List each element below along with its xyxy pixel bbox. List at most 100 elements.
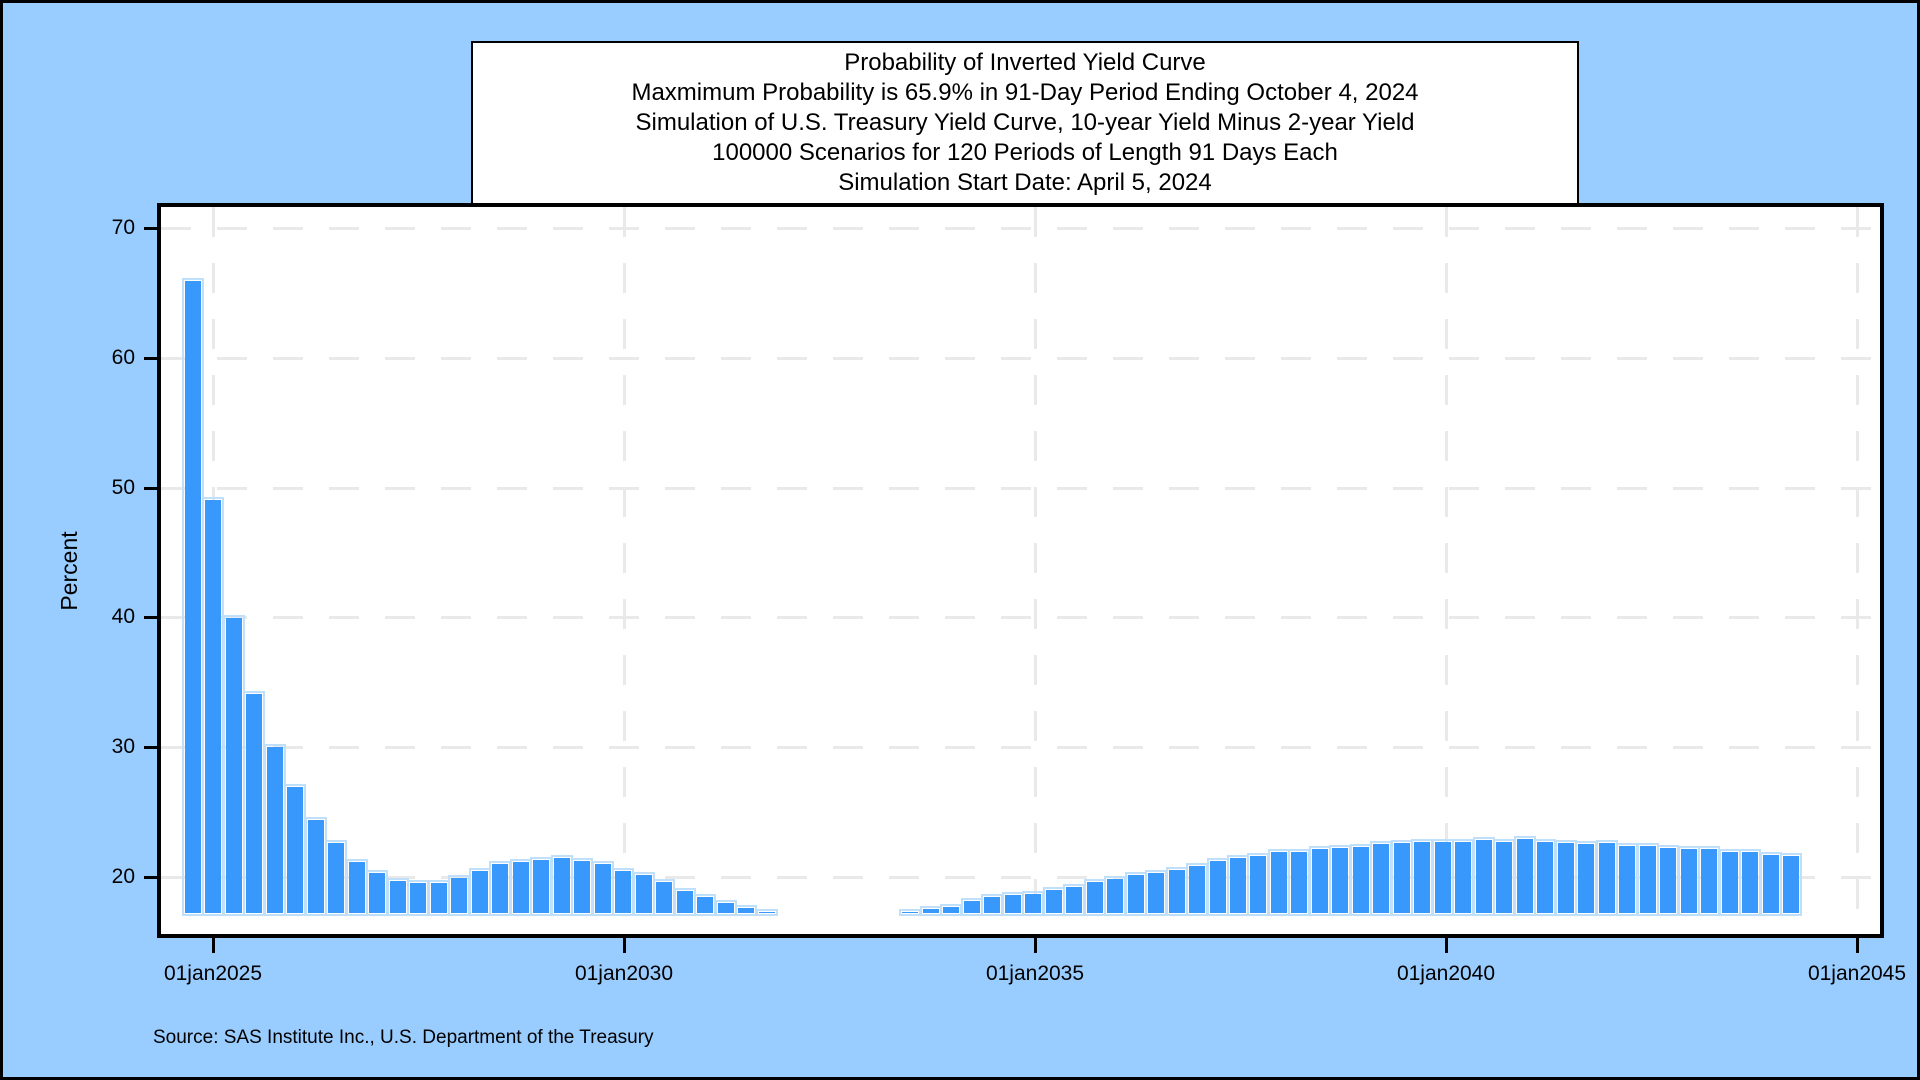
bar <box>715 900 737 916</box>
bar <box>1780 853 1802 916</box>
bar <box>633 872 655 916</box>
chart-subtitle-simulation: Simulation of U.S. Treasury Yield Curve,… <box>635 109 1415 136</box>
gridline-h-20 <box>161 876 1880 879</box>
x-tick-mark-2040 <box>1445 938 1448 953</box>
bar <box>428 880 450 916</box>
bar <box>1288 849 1310 916</box>
gridline-v-2045 <box>1856 207 1859 934</box>
chart-subtitle-start-date: Simulation Start Date: April 5, 2024 <box>838 169 1212 196</box>
bar <box>1698 846 1720 916</box>
bar <box>1760 852 1782 916</box>
bar <box>1575 841 1597 916</box>
y-tick-label-40: 40 <box>111 605 135 628</box>
bar <box>1637 843 1659 916</box>
bar <box>448 875 470 916</box>
x-tick-mark-2025 <box>212 938 215 953</box>
bar <box>202 497 224 916</box>
bar <box>489 861 511 916</box>
bar <box>1125 872 1147 916</box>
source-note: Source: SAS Institute Inc., U.S. Departm… <box>153 1027 654 1048</box>
bar <box>325 840 347 916</box>
bar <box>1227 855 1249 916</box>
bar <box>899 909 921 916</box>
chart-title: Probability of Inverted Yield Curve <box>844 49 1206 76</box>
y-tick-label-70: 70 <box>111 216 135 239</box>
bar <box>961 898 983 916</box>
bar <box>1370 841 1392 916</box>
gridline-h-50 <box>161 487 1880 490</box>
y-tick-mark-30 <box>144 746 158 749</box>
gridline-h-60 <box>161 357 1880 360</box>
bar <box>756 909 778 916</box>
x-tick-label-2035: 01jan2035 <box>985 962 1085 985</box>
bar <box>1719 849 1741 916</box>
bar <box>1514 836 1536 916</box>
chart-subtitle-scenarios: 100000 Scenarios for 120 Periods of Leng… <box>712 139 1338 166</box>
bar <box>1534 839 1556 916</box>
bar <box>284 784 306 916</box>
y-tick-mark-20 <box>144 876 158 879</box>
bar <box>981 894 1003 916</box>
bar <box>1166 867 1188 916</box>
bar <box>182 278 204 916</box>
bar <box>530 857 552 916</box>
bar <box>1391 840 1413 916</box>
bar <box>1432 839 1454 916</box>
y-tick-label-30: 30 <box>111 735 135 758</box>
bar <box>735 905 757 916</box>
bar <box>940 904 962 916</box>
bar <box>1329 845 1351 916</box>
bar <box>612 868 634 916</box>
x-tick-label-2045: 01jan2045 <box>1807 962 1907 985</box>
bar <box>592 861 614 916</box>
x-tick-label-2040: 01jan2040 <box>1396 962 1496 985</box>
bar <box>1022 891 1044 916</box>
bar <box>387 878 409 916</box>
bar <box>1555 840 1577 916</box>
bar <box>1678 846 1700 916</box>
gridline-v-2035 <box>1034 207 1037 934</box>
bar <box>1411 839 1433 916</box>
bar <box>407 880 429 916</box>
plot-area <box>157 203 1884 938</box>
gridline-v-2030 <box>623 207 626 934</box>
bar <box>1145 870 1167 916</box>
y-tick-label-20: 20 <box>111 865 135 888</box>
bar <box>366 870 388 916</box>
bar <box>1268 849 1290 916</box>
x-tick-label-2030: 01jan2030 <box>574 962 674 985</box>
gridline-h-40 <box>161 616 1880 619</box>
bar <box>346 859 368 916</box>
gridline-v-2040 <box>1445 207 1448 934</box>
y-tick-mark-40 <box>144 616 158 619</box>
bar <box>510 859 532 916</box>
gridline-h-70 <box>161 227 1880 230</box>
bar <box>1104 876 1126 916</box>
x-tick-mark-2035 <box>1034 938 1037 953</box>
bar <box>1739 849 1761 916</box>
y-tick-label-60: 60 <box>111 346 135 369</box>
bar <box>1207 858 1229 916</box>
y-tick-mark-50 <box>144 487 158 490</box>
y-tick-mark-60 <box>144 357 158 360</box>
bar <box>1084 879 1106 916</box>
bar <box>243 691 265 916</box>
bar <box>920 906 942 916</box>
gridline-h-30 <box>161 746 1880 749</box>
bar <box>1186 863 1208 916</box>
bar <box>1002 892 1024 916</box>
bar <box>1596 840 1618 916</box>
bar <box>1657 845 1679 916</box>
bar <box>694 894 716 916</box>
bar <box>305 817 327 916</box>
bar <box>1616 843 1638 916</box>
chart-title-box: Probability of Inverted Yield Curve Maxm… <box>471 41 1579 207</box>
bar <box>653 879 675 916</box>
y-tick-mark-70 <box>144 227 158 230</box>
bar <box>1063 884 1085 916</box>
chart-subtitle-max-probability: Maxmimum Probability is 65.9% in 91-Day … <box>631 79 1419 106</box>
y-tick-label-50: 50 <box>111 476 135 499</box>
bar <box>1043 887 1065 916</box>
bar <box>1309 846 1331 916</box>
